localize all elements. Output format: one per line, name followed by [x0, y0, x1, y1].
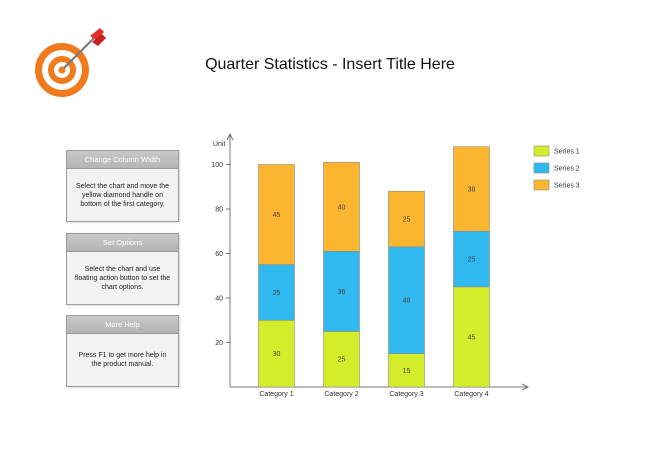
- data-label: 45: [273, 212, 281, 219]
- bar-segment: [323, 161, 360, 252]
- help-box-heading: Change Column Width: [67, 151, 178, 169]
- y-tick-label: 60: [215, 251, 223, 258]
- data-label: 40: [338, 204, 346, 211]
- x-axis-arrow: [521, 383, 530, 391]
- legend-label: Series 2: [554, 166, 580, 173]
- y-tick-label: 100: [211, 162, 223, 169]
- y-axis-arrow: [226, 132, 234, 141]
- x-tick-label: Category 2: [324, 391, 358, 398]
- data-label: 36: [338, 289, 346, 296]
- target-logo-icon: [35, 28, 106, 97]
- x-tick-label: Category 4: [454, 391, 488, 398]
- bar-segment: [388, 246, 425, 354]
- help-box-more-help: More Help Press F1 to get more help in t…: [66, 315, 179, 387]
- help-box-text: Select the chart and use floating action…: [74, 265, 171, 291]
- x-tick-label: Category 3: [389, 391, 423, 398]
- bar-segment: [323, 331, 360, 388]
- page-title: Quarter Statistics - Insert Title Here: [205, 56, 455, 73]
- bar-segment: [258, 264, 295, 321]
- data-label: 48: [403, 298, 411, 305]
- help-box-text: Select the chart and move the yellow dia…: [76, 182, 169, 208]
- help-box-heading: Set Options: [67, 234, 178, 252]
- data-label: 45: [468, 334, 476, 341]
- help-box-change-column-width: Change Column Width Select the chart and…: [66, 150, 179, 222]
- data-label: 25: [338, 357, 346, 364]
- help-box-heading: More Help: [67, 316, 178, 334]
- legend-swatch: [533, 162, 550, 174]
- data-label: 15: [403, 368, 411, 375]
- bar-segment: [258, 164, 295, 265]
- help-box-text: Press F1 to get more help in the product…: [78, 352, 167, 368]
- help-box-set-options: Set Options Select the chart and use flo…: [66, 233, 179, 305]
- data-label: 25: [403, 217, 411, 224]
- bar-segment: [258, 319, 295, 388]
- bar-segment: [388, 190, 425, 248]
- data-label: 38: [468, 186, 476, 193]
- bar-segment: [323, 250, 360, 332]
- data-label: 25: [273, 290, 281, 297]
- y-tick-label: 20: [215, 340, 223, 347]
- data-label: 30: [273, 351, 281, 358]
- data-label: 25: [468, 257, 476, 264]
- y-tick-label: 80: [215, 207, 223, 214]
- legend-label: Series 1: [554, 149, 580, 156]
- y-tick-label: 40: [215, 296, 223, 303]
- legend-swatch: [533, 179, 550, 191]
- bar-segment: [453, 146, 490, 232]
- legend-label: Series 3: [554, 183, 580, 190]
- x-tick-label: Category 1: [259, 391, 293, 398]
- legend-swatch: [533, 145, 550, 157]
- y-axis-label: Unit: [213, 141, 226, 148]
